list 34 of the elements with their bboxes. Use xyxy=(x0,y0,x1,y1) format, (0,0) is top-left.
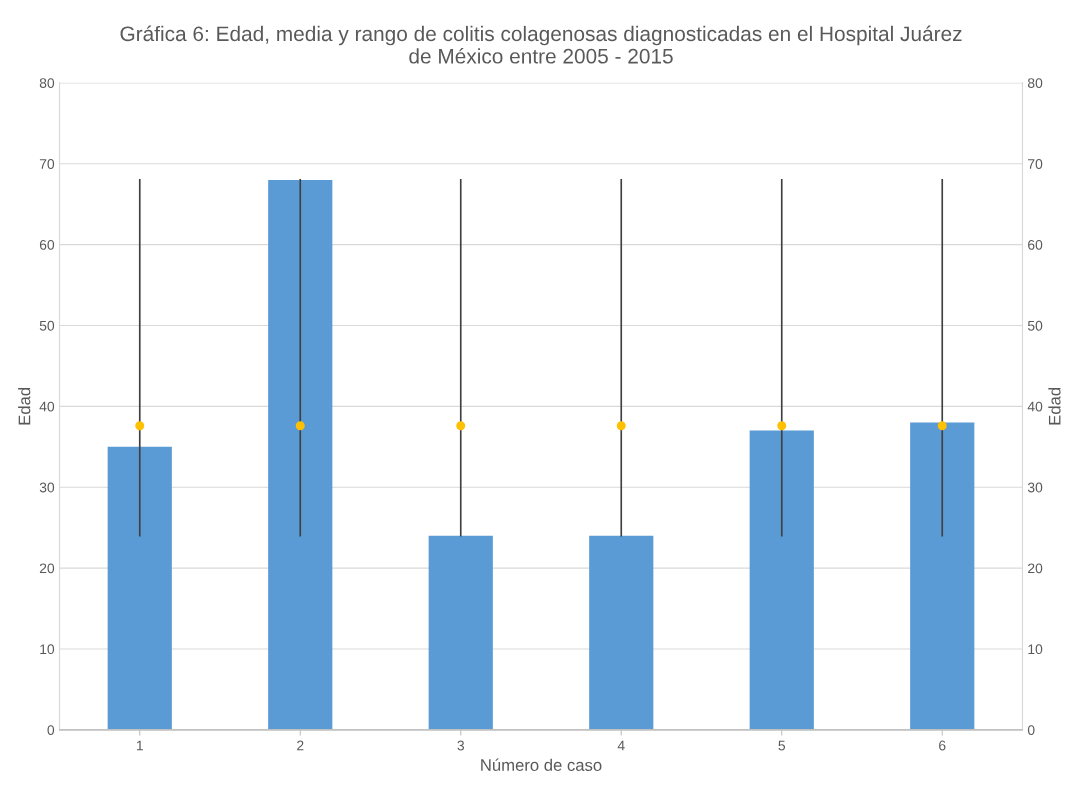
y-tick-label: 40 xyxy=(39,401,55,412)
x-tick-label: 2 xyxy=(297,740,304,751)
y2-tick-label: 30 xyxy=(1027,482,1043,493)
y2-tick-label: 80 xyxy=(1027,78,1043,89)
y2-tick-label: 10 xyxy=(1028,644,1043,655)
y-tick-label: 50 xyxy=(39,320,55,331)
y2-tick-label: 0 xyxy=(1027,725,1035,735)
y2-tick-label: 40 xyxy=(1027,401,1043,412)
y-tick-label: 30 xyxy=(39,482,55,493)
y-tick-label: 0 xyxy=(47,725,55,735)
y-tick-label: 10 xyxy=(40,644,55,655)
y-tick-label: 80 xyxy=(39,78,55,89)
y2-tick-label: 50 xyxy=(1027,320,1043,331)
x-axis-title: Número de caso xyxy=(481,758,602,771)
y2-tick-label: 20 xyxy=(1028,563,1043,574)
y-tick-label: 70 xyxy=(39,159,55,169)
bar xyxy=(910,422,975,730)
x-tick-label: 3 xyxy=(457,740,464,751)
x-tick-label: 1 xyxy=(136,740,143,751)
bar xyxy=(268,179,333,730)
chart-title: Gráfica 6: Edad, media y rango de colitis colagenosas diagnosticadas en el Hospital Juárez de México entre 2005 - 2015 xyxy=(120,25,962,64)
x-tick-label: 6 xyxy=(939,740,946,751)
x-tick-label: 4 xyxy=(617,740,625,751)
y2-tick-label: 60 xyxy=(1028,239,1043,250)
y2-axis-title: Edad xyxy=(1048,387,1061,425)
y2-tick-label: 70 xyxy=(1028,159,1043,169)
y-tick-label: 60 xyxy=(39,239,55,250)
bar xyxy=(749,430,814,730)
bar xyxy=(107,446,172,730)
bar xyxy=(428,535,493,730)
y-axis-title: Edad xyxy=(18,387,31,425)
x-tick-label: 5 xyxy=(778,740,786,751)
bar xyxy=(589,535,654,730)
y-tick-label: 20 xyxy=(39,563,55,574)
